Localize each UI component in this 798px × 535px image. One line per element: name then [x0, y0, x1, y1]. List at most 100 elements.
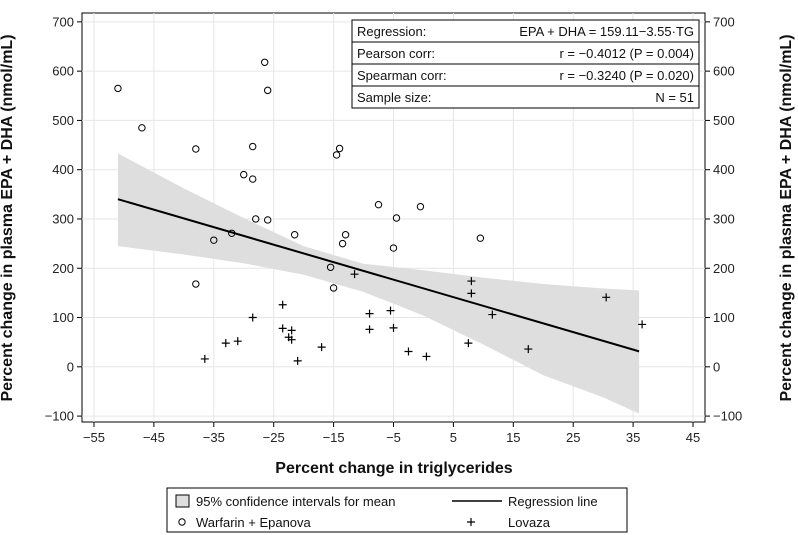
point-epanova — [416, 202, 425, 211]
point-lovaza — [467, 277, 476, 286]
x-tick-label: −45 — [143, 430, 165, 445]
x-tick-label: 5 — [450, 430, 457, 445]
point-lovaza — [467, 289, 476, 298]
point-lovaza — [293, 356, 302, 365]
legend-circle-marker — [178, 518, 186, 526]
y-tick-label-left: 500 — [52, 113, 74, 128]
point-epanova — [329, 284, 338, 292]
stat-value-sample-size: N = 51 — [655, 90, 694, 105]
point-epanova — [252, 215, 260, 223]
x-tick-label: −25 — [263, 430, 285, 445]
point-lovaza — [365, 309, 374, 318]
stats-box: Regression: EPA + DHA = 159.11−3.55·TG P… — [351, 19, 700, 109]
x-tick-label: −5 — [386, 430, 401, 445]
point-epanova — [332, 151, 341, 159]
legend: 95% confidence intervals for mean Regres… — [166, 487, 628, 533]
y-tick-label-right: −100 — [713, 409, 742, 424]
y-tick-label-left: 700 — [52, 14, 74, 29]
stat-value-pearson: r = −0.4012 (P = 0.004) — [559, 46, 694, 61]
stat-label-pearson: Pearson corr: — [357, 46, 435, 61]
stat-label-sample-size: Sample size: — [357, 90, 431, 105]
confidence-band — [117, 153, 640, 414]
y-axis-ticks-left: −100 0 100 200 300 400 500 600 700 — [45, 14, 82, 424]
y-tick-label-left: 600 — [52, 64, 74, 79]
y-axis-ticks-right: −100 0 100 200 300 400 500 600 700 — [705, 14, 742, 424]
y-tick-label-left: 200 — [52, 261, 74, 276]
legend-frame — [166, 487, 628, 533]
point-lovaza — [422, 352, 431, 361]
point-lovaza — [233, 337, 242, 346]
y-tick-label-right: 200 — [713, 261, 735, 276]
point-epanova — [192, 280, 200, 288]
x-tick-label: 25 — [566, 430, 580, 445]
point-epanova — [261, 58, 269, 66]
point-epanova — [338, 239, 347, 248]
stat-label-regression: Regression: — [357, 24, 426, 39]
point-lovaza — [638, 320, 647, 329]
y-axis-title-left: Percent change in plasma EPA + DHA (nmol… — [0, 34, 16, 401]
point-epanova — [476, 234, 485, 242]
point-lovaza — [404, 347, 413, 356]
stat-value-spearman: r = −0.3240 (P = 0.020) — [559, 68, 694, 83]
point-lovaza — [248, 313, 257, 322]
y-axis-title-right: Percent change in plasma EPA + DHA (nmol… — [778, 34, 795, 401]
point-epanova — [392, 214, 401, 222]
point-lovaza — [524, 345, 533, 354]
point-epanova — [114, 84, 122, 93]
point-epanova — [249, 142, 257, 151]
point-epanova — [210, 236, 218, 244]
point-epanova — [228, 229, 236, 237]
confidence-band-layer — [117, 153, 640, 414]
x-axis-title: Percent change in triglycerides — [275, 460, 513, 477]
x-tick-label: 45 — [686, 430, 700, 445]
x-tick-label: 35 — [626, 430, 640, 445]
point-lovaza — [200, 354, 209, 363]
point-lovaza — [287, 326, 296, 335]
point-lovaza — [317, 343, 326, 352]
x-tick-label: 15 — [506, 430, 520, 445]
legend-band-label: 95% confidence intervals for mean — [196, 494, 395, 509]
y-tick-label-left: 100 — [52, 310, 74, 325]
point-lovaza — [602, 293, 611, 302]
legend-band-swatch — [175, 494, 190, 508]
point-epanova — [249, 175, 257, 183]
y-tick-label-right: 100 — [713, 310, 735, 325]
point-lovaza — [488, 310, 497, 319]
point-lovaza — [386, 306, 395, 315]
stat-label-spearman: Spearman corr: — [357, 68, 447, 83]
point-epanova — [138, 124, 146, 132]
point-epanova — [335, 144, 344, 153]
point-epanova — [240, 170, 248, 179]
legend-plus-label: Lovaza — [508, 515, 551, 530]
x-tick-label: −55 — [83, 430, 105, 445]
x-tick-label: −35 — [203, 430, 225, 445]
data-points-layer — [114, 58, 647, 365]
point-epanova — [290, 231, 299, 239]
point-lovaza — [350, 270, 359, 279]
x-axis-ticks: −55 −45 −35 −25 −15 −5 5 15 25 35 45 — [83, 422, 700, 445]
point-epanova — [264, 216, 272, 224]
y-tick-label-left: 300 — [52, 211, 74, 226]
point-lovaza — [278, 300, 287, 309]
y-tick-label-left: 400 — [52, 162, 74, 177]
point-epanova — [192, 145, 200, 153]
point-epanova — [374, 200, 383, 209]
point-epanova — [341, 231, 350, 239]
regression-line-layer — [117, 198, 640, 353]
legend-plus-marker — [467, 518, 475, 526]
point-lovaza — [278, 324, 287, 333]
y-tick-label-right: 600 — [713, 64, 735, 79]
point-lovaza — [464, 339, 473, 348]
x-tick-label: −15 — [323, 430, 345, 445]
point-lovaza — [287, 335, 296, 344]
y-tick-label-right: 700 — [713, 14, 735, 29]
point-lovaza — [221, 339, 230, 348]
point-lovaza — [389, 323, 398, 332]
y-tick-label-right: 0 — [713, 359, 720, 374]
point-epanova — [326, 263, 335, 271]
stat-value-regression: EPA + DHA = 159.11−3.55·TG — [519, 24, 694, 39]
y-tick-label-right: 400 — [713, 162, 735, 177]
y-tick-label-right: 500 — [713, 113, 735, 128]
legend-circle-label: Warfarin + Epanova — [196, 515, 312, 530]
y-tick-label-left: −100 — [45, 409, 74, 424]
